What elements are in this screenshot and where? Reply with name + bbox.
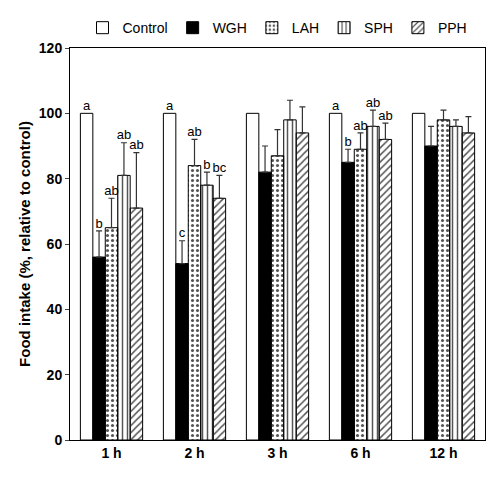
svg-text:ab: ab [117,127,131,142]
svg-text:Food intake (%, relative to co: Food intake (%, relative to control) [16,121,33,367]
svg-text:1 h: 1 h [101,445,121,461]
svg-text:6 h: 6 h [350,445,370,461]
svg-text:40: 40 [47,301,63,317]
svg-text:c: c [179,225,186,240]
svg-text:bc: bc [213,160,227,175]
svg-text:2 h: 2 h [184,445,204,461]
svg-text:a: a [332,98,340,113]
svg-text:80: 80 [47,171,63,187]
svg-text:b: b [95,216,102,231]
svg-text:ab: ab [353,118,367,133]
svg-text:b: b [203,157,210,172]
svg-text:ab: ab [129,137,143,152]
svg-text:ab: ab [104,183,118,198]
svg-text:a: a [83,98,91,113]
svg-text:Control: Control [123,20,168,36]
svg-text:ab: ab [187,124,201,139]
svg-text:ab: ab [378,108,392,123]
svg-text:PPH: PPH [438,20,467,36]
svg-text:SPH: SPH [364,20,393,36]
svg-text:LAH: LAH [292,20,319,36]
svg-text:b: b [344,134,351,149]
svg-text:a: a [166,98,174,113]
svg-text:20: 20 [47,367,63,383]
svg-text:3 h: 3 h [267,445,287,461]
svg-text:60: 60 [47,236,63,252]
svg-text:12 h: 12 h [429,445,457,461]
svg-text:100: 100 [39,105,63,121]
svg-text:WGH: WGH [213,20,247,36]
svg-text:ab: ab [366,95,380,110]
svg-text:120: 120 [39,40,63,56]
svg-text:0: 0 [54,432,62,448]
